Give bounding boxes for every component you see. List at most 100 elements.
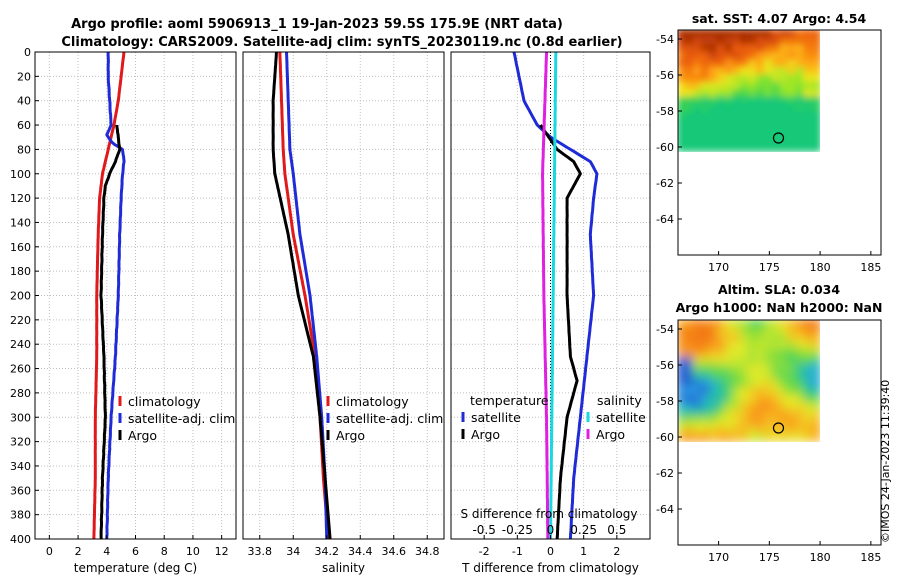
sst-map: 170 175 180 185 -54 -56 -58 -60 -62 -64 sat. SST: … [656, 11, 882, 274]
title-line-2: Climatology: CARS2009. Satellite-adj cli… [61, 35, 622, 50]
map-y-tick-label-0: -54 [656, 33, 674, 46]
x-tick-label-4: 34.6 [382, 545, 407, 558]
map-y-tick-label-4: -62 [656, 467, 674, 480]
sla-field [678, 320, 820, 442]
x-tick-label-3: 1 [580, 545, 587, 558]
series-t-argo [539, 124, 582, 540]
x-tick-label-1: 2 [75, 545, 82, 558]
axes-frame [242, 51, 445, 540]
salinity-profile: 33.8 34 34.2 34.4 34.6 34.8 salinity climatolog… [242, 51, 445, 575]
map-x-tick-label-1: 175 [759, 551, 780, 564]
x-axis-label-2: S difference from climatology [461, 507, 638, 521]
y-tick-label-19: 380 [10, 509, 31, 522]
map-y-tick-label-1: -56 [656, 359, 674, 372]
map-title: sat. SST: 4.07 Argo: 4.54 [692, 11, 867, 26]
x2-tick-label-3: 0.25 [570, 523, 597, 537]
map-y-tick-label-2: -58 [656, 105, 674, 118]
x-tick-label-1: 34 [286, 545, 300, 558]
argo-location-marker [772, 422, 785, 434]
y-tick-label-1: 20 [17, 70, 31, 83]
series-s-argo [541, 52, 550, 539]
x2-tick-label-2: 0 [547, 523, 555, 537]
x-tick-label-0: 0 [46, 545, 53, 558]
x2-tick-label-0: -0.5 [472, 523, 495, 537]
y-tick-label-7: 140 [10, 216, 31, 229]
map-y-tick-label-5: -64 [656, 503, 674, 516]
sla-field-cells [678, 320, 820, 442]
map-title: Altim. SLA: 0.034 [718, 282, 840, 297]
map-frame [677, 29, 882, 256]
y-tick-label-13: 260 [10, 363, 31, 376]
map-x-tick-label-0: 170 [708, 551, 729, 564]
sst-field [678, 30, 820, 152]
legend-label-1: satellite-adj. clim [336, 411, 443, 426]
y-tick-label-12: 240 [10, 338, 31, 351]
series-argo [99, 124, 122, 540]
temperature-profile: 0 2 4 6 8 10 12 temperature (deg C) 0 20 40 60 80 100… [10, 46, 237, 575]
y-tick-label-5: 100 [10, 168, 31, 181]
x-tick-label-4: 8 [161, 545, 168, 558]
map-title-2: Argo h1000: NaN h2000: NaN [676, 300, 883, 315]
difference-profile: -2 -1 0 1 2 T difference from climatology temp… [450, 51, 651, 575]
x-tick-label-6: 12 [215, 545, 229, 558]
y-tick-label-15: 300 [10, 411, 31, 424]
legend-label-2: Argo [128, 428, 157, 443]
x-tick-label-5: 10 [186, 545, 200, 558]
legend-label-1: Argo [471, 427, 500, 442]
map-y-tick-label-3: -60 [656, 431, 674, 444]
x-tick-label-3: 6 [132, 545, 139, 558]
y-tick-label-8: 160 [10, 241, 31, 254]
map-x-tick-label-2: 180 [810, 261, 831, 274]
y-tick-label-16: 320 [10, 436, 31, 449]
legend-title-temperature: temperature [470, 393, 549, 408]
legend-label-3: Argo [596, 427, 625, 442]
legend-label-0: satellite [471, 410, 521, 425]
map-x-tick-label-2: 180 [810, 551, 831, 564]
series-s-satellite [549, 51, 558, 540]
map-y-tick-label-3: -60 [656, 141, 674, 154]
x-tick-label-2: 0 [547, 545, 554, 558]
legend-label-2: satellite [596, 410, 646, 425]
argo-location-marker [772, 132, 785, 144]
imos-watermark: ©IMOS 24-Jan-2023 11:39:40 [879, 380, 892, 543]
legend-label-0: climatology [336, 394, 409, 409]
y-tick-label-9: 180 [10, 265, 31, 278]
map-x-tick-label-0: 170 [708, 261, 729, 274]
x-tick-label-2: 34.2 [315, 545, 340, 558]
y-tick-label-3: 60 [17, 119, 31, 132]
title-line-1: Argo profile: aoml 5906913_1 19-Jan-2023… [71, 17, 563, 32]
x-tick-label-2: 4 [103, 545, 110, 558]
x-tick-label-0: 33.8 [248, 545, 273, 558]
y-tick-label-6: 120 [10, 192, 31, 205]
x-tick-label-1: -1 [512, 545, 523, 558]
y-tick-label-10: 200 [10, 290, 31, 303]
map-y-tick-label-1: -56 [656, 69, 674, 82]
x-tick-label-4: 2 [613, 545, 620, 558]
map-panels: 170 175 180 185 -54 -56 -58 -60 -62 -64 sat. SST: … [656, 11, 882, 564]
y-tick-label-17: 340 [10, 460, 31, 473]
legend-label-1: satellite-adj. clim [128, 411, 235, 426]
series-argo [271, 51, 332, 540]
x-tick-label-0: -2 [479, 545, 490, 558]
y-tick-label-20: 400 [10, 533, 31, 546]
legend-label-0: climatology [128, 394, 201, 409]
y-tick-label-14: 280 [10, 387, 31, 400]
series-satellite-adj-clim [105, 51, 126, 539]
x-axis-label: T difference from climatology [461, 561, 639, 575]
x-tick-label-5: 34.8 [415, 545, 440, 558]
legend-label-2: Argo [336, 428, 365, 443]
x-axis-label: salinity [322, 561, 365, 575]
x2-tick-label-4: 0.5 [607, 523, 626, 537]
legend-title-salinity: salinity [597, 393, 642, 408]
map-frame [677, 319, 882, 546]
map-y-tick-label-5: -64 [656, 213, 674, 226]
map-y-tick-label-4: -62 [656, 177, 674, 190]
y-tick-label-2: 40 [17, 95, 31, 108]
x-axis-label: temperature (deg C) [74, 561, 197, 575]
x-tick-label-3: 34.4 [348, 545, 373, 558]
map-x-tick-label-3: 185 [860, 261, 881, 274]
x2-tick-label-1: -0.25 [502, 523, 533, 537]
sst-field-cells [678, 30, 820, 152]
map-y-tick-label-2: -58 [656, 395, 674, 408]
